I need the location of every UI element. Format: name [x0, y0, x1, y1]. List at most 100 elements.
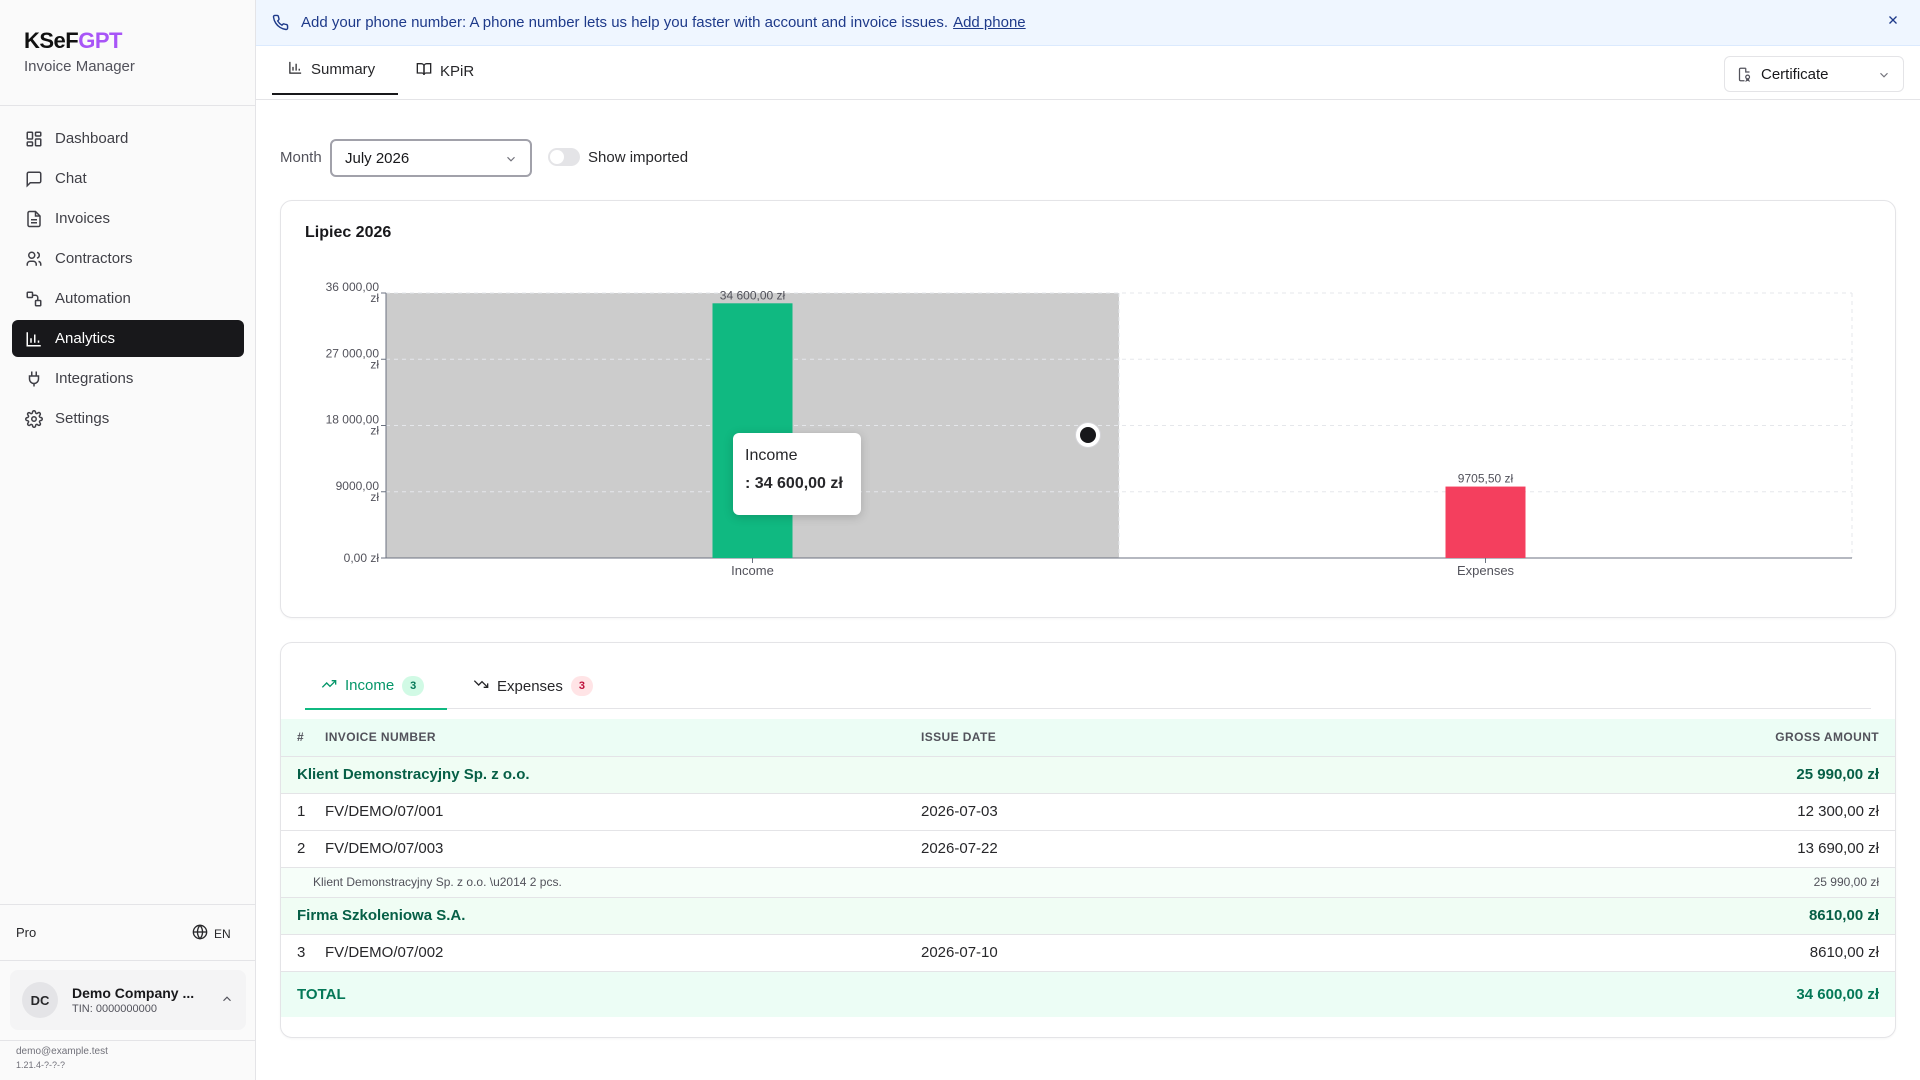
account-switcher[interactable]: DC Demo Company ... TIN: 0000000000 [10, 970, 246, 1030]
phone-icon [272, 14, 289, 31]
sidebar-item-label: Dashboard [55, 130, 129, 147]
bar-chart-icon [288, 60, 303, 79]
sidebar-item-label: Automation [55, 290, 131, 307]
contractor-group-row[interactable]: Klient Demonstracyjny Sp. z o.o. 25 990,… [281, 756, 1895, 794]
avatar: DC [22, 982, 58, 1018]
sidebar-item-contractors[interactable]: Contractors [12, 240, 244, 277]
tooltip-value: : 34 600,00 zł [745, 475, 843, 492]
month-label: Month [280, 149, 322, 166]
mouse-cursor [1076, 423, 1100, 447]
invoices-card: Income 3 Expenses 3 # INVOICE NUMBER ISS… [280, 642, 1896, 1038]
globe-icon [192, 924, 208, 943]
row-index: 1 [281, 793, 325, 831]
book-icon [416, 61, 432, 81]
dashboard-icon [24, 129, 44, 149]
sidebar-item-label: Integrations [55, 370, 134, 387]
y-tick-label: 27 000,00 zł [326, 346, 380, 371]
add-phone-link[interactable]: Add phone [953, 14, 1026, 31]
sidebar-item-chat[interactable]: Chat [12, 160, 244, 197]
column-header-amount: GROSS AMOUNT [1301, 719, 1895, 757]
brand-logo[interactable]: KSeFGPT [24, 28, 122, 53]
contractor-group-row[interactable]: Firma Szkoleniowa S.A. 8610,00 zł [281, 897, 1895, 935]
invoice-number: FV/DEMO/07/001 [325, 793, 921, 831]
total-row: TOTAL 34 600,00 zł [281, 971, 1895, 1017]
sidebar-item-dashboard[interactable]: Dashboard [12, 120, 244, 157]
sidebar-item-label: Chat [55, 170, 87, 187]
sidebar-item-automation[interactable]: Automation [12, 280, 244, 317]
app-version: 1.21.4-?-?-? [16, 1060, 66, 1070]
month-value: July 2026 [345, 149, 410, 167]
sidebar-item-label: Analytics [55, 330, 116, 347]
toggle-knob [550, 150, 564, 164]
certificate-label: Certificate [1761, 65, 1829, 83]
account-tin: TIN: 0000000000 [72, 1003, 158, 1015]
invoices-table: # INVOICE NUMBER ISSUE DATE GROSS AMOUNT… [281, 719, 1895, 1017]
sidebar-nav: Dashboard Chat Invoices Contractors Auto… [12, 120, 244, 440]
sidebar-item-label: Invoices [55, 210, 111, 227]
account-name: Demo Company ... [72, 985, 195, 1001]
gear-icon [24, 409, 44, 429]
gross-amount: 8610,00 zł [1301, 934, 1895, 972]
user-email: demo@example.test [16, 1046, 108, 1057]
issue-date: 2026-07-10 [921, 934, 1302, 972]
sidebar-item-label: Contractors [55, 250, 133, 267]
certificate-select[interactable]: Certificate [1724, 56, 1904, 92]
automation-icon [24, 289, 44, 309]
invoice-number: FV/DEMO/07/003 [325, 830, 921, 868]
sidebar-item-analytics[interactable]: Analytics [12, 320, 244, 357]
table-row[interactable]: 1 FV/DEMO/07/001 2026-07-03 12 300,00 zł [281, 793, 1895, 831]
sidebar-item-label: Settings [55, 410, 110, 427]
table-header-row: # INVOICE NUMBER ISSUE DATE GROSS AMOUNT [281, 719, 1895, 757]
tab-label: KPiR [440, 62, 475, 80]
total-amount: 34 600,00 zł [1301, 971, 1895, 1017]
month-select[interactable]: July 2026 [330, 139, 532, 177]
bar-value-label: 34 600,00 zł [720, 288, 786, 302]
sidebar-item-invoices[interactable]: Invoices [12, 200, 244, 237]
trending-up-icon [321, 676, 337, 696]
y-tick-label: 18 000,00 zł [326, 413, 380, 438]
table-row[interactable]: 3 FV/DEMO/07/002 2026-07-10 8610,00 zł [281, 934, 1895, 972]
sidebar-divider [0, 904, 256, 905]
show-imported-toggle[interactable] [548, 148, 580, 166]
language-switcher[interactable]: EN [192, 924, 231, 943]
tab-expenses[interactable]: Expenses 3 [465, 663, 593, 709]
y-tick-label: 36 000,00 zł [326, 280, 380, 305]
bar-chart-icon [24, 329, 44, 349]
language-code: EN [214, 926, 231, 941]
brand: KSeFGPT Invoice Manager [24, 28, 135, 75]
sidebar-divider [0, 960, 256, 961]
tooltip-series: Income [745, 447, 798, 464]
column-header-date: ISSUE DATE [921, 719, 1302, 757]
sidebar-item-settings[interactable]: Settings [12, 400, 244, 437]
invoice-icon [24, 209, 44, 229]
bar-value-label: 9705,50 zł [1458, 472, 1514, 486]
table-row[interactable]: 2 FV/DEMO/07/003 2026-07-22 13 690,00 zł [281, 830, 1895, 868]
bar-income[interactable] [712, 303, 793, 558]
x-tick-label: Income [731, 563, 774, 578]
phone-banner: Add your phone number: A phone number le… [256, 0, 1920, 46]
close-icon[interactable] [1886, 13, 1900, 31]
sidebar-item-integrations[interactable]: Integrations [12, 360, 244, 397]
bar-chart[interactable]: 0,00 zł 9000,00 zł 18 000,00 zł 27 000,00 zł 36… [281, 201, 1897, 619]
row-index: 3 [281, 934, 325, 972]
y-tick-label: 9000,00 zł [336, 479, 380, 504]
issue-date: 2026-07-22 [921, 830, 1302, 868]
bar-expenses[interactable] [1445, 486, 1526, 558]
certificate-icon [1737, 67, 1752, 82]
trending-down-icon [473, 676, 489, 696]
invoice-number: FV/DEMO/07/002 [325, 934, 921, 972]
brand-subtitle: Invoice Manager [24, 58, 135, 75]
issue-date: 2026-07-03 [921, 793, 1302, 831]
subtotal-row: Klient Demonstracyjny Sp. z o.o. \u2014 … [281, 867, 1895, 898]
income-count-badge: 3 [402, 675, 425, 696]
tab-summary[interactable]: Summary [272, 46, 398, 95]
banner-text: Add your phone number: A phone number le… [301, 14, 949, 31]
tab-kpir[interactable]: KPiR [416, 46, 474, 96]
y-tick-label: 0,00 zł [344, 551, 380, 565]
tab-income[interactable]: Income 3 [305, 663, 447, 710]
subtotal-label: Klient Demonstracyjny Sp. z o.o. \u2014 … [281, 867, 1302, 898]
show-imported-label: Show imported [588, 149, 689, 166]
page-tabs: Summary KPiR Certificate [256, 46, 1920, 100]
gross-amount: 12 300,00 zł [1301, 793, 1895, 831]
tab-label: Income [345, 677, 395, 694]
